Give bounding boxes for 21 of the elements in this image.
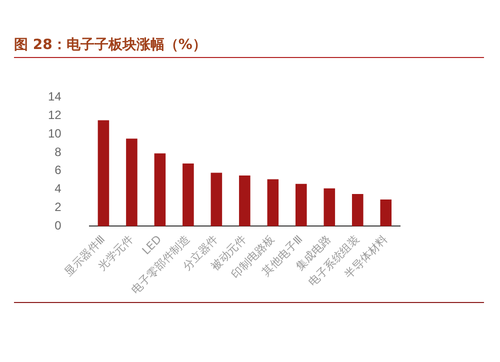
bar	[267, 179, 279, 226]
bar	[239, 176, 250, 226]
y-tick-label: 8	[54, 144, 62, 159]
chart-title: 图 28：电子子板块涨幅（%）	[14, 36, 484, 58]
bar	[380, 199, 392, 226]
bar	[98, 120, 110, 226]
bar	[182, 164, 194, 226]
y-tick-label: 6	[54, 163, 62, 178]
bar	[324, 188, 336, 226]
y-tick-label: 0	[54, 218, 62, 233]
x-tick-label: LED	[140, 232, 164, 258]
bar	[352, 194, 364, 226]
bar	[126, 138, 138, 226]
y-tick-label: 14	[48, 90, 62, 104]
y-tick-label: 4	[54, 182, 62, 196]
bar	[154, 153, 166, 226]
y-tick-label: 2	[54, 200, 62, 214]
bar	[210, 172, 222, 226]
y-tick-label: 12	[48, 108, 62, 122]
y-tick-label: 10	[48, 126, 62, 140]
bar	[296, 184, 307, 226]
